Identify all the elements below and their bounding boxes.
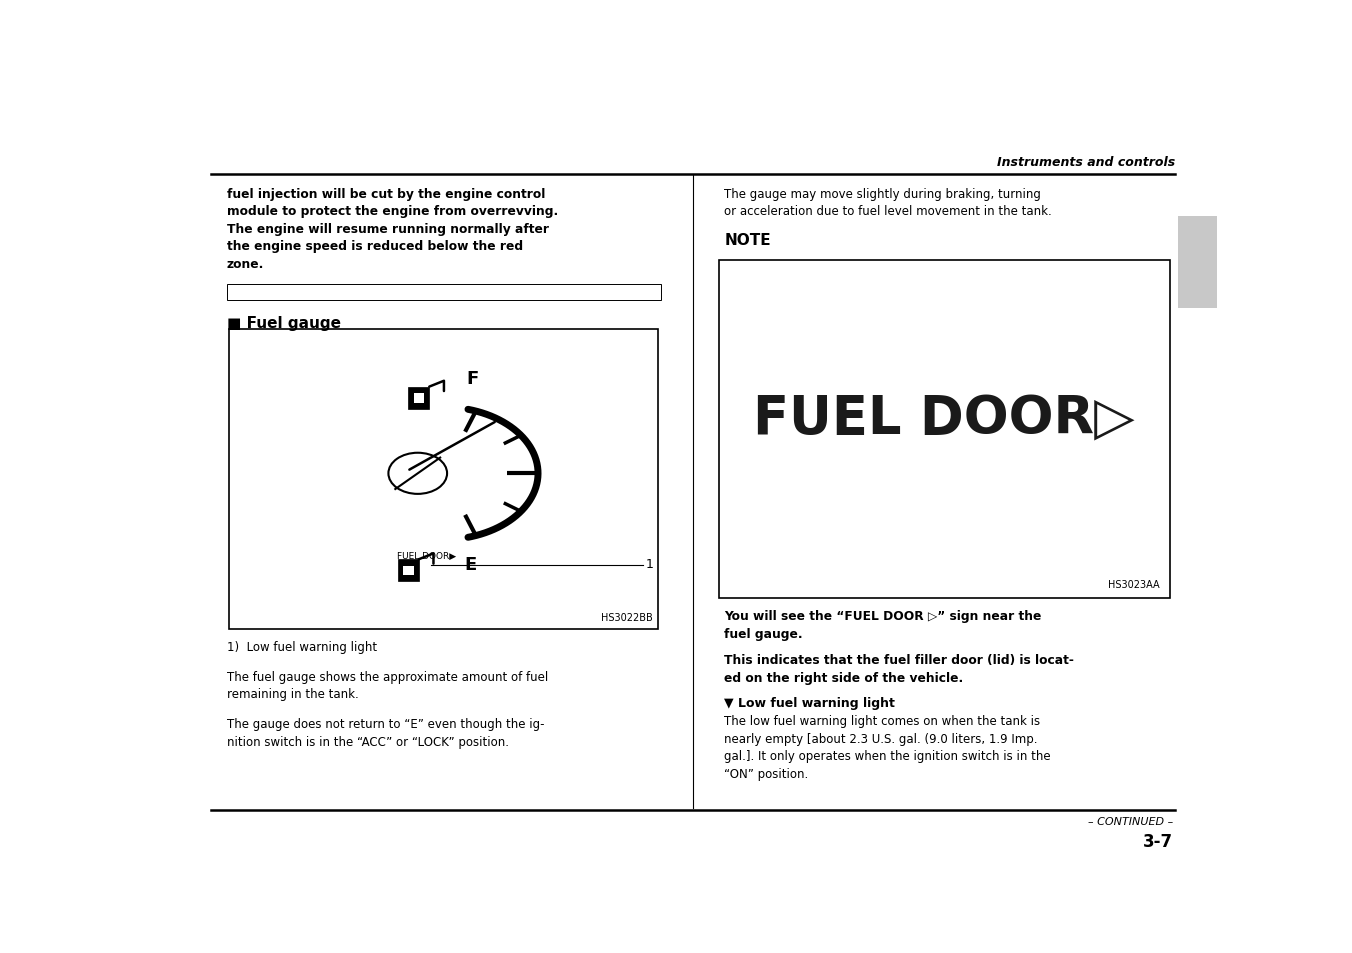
Text: F: F [466, 369, 479, 387]
Text: The low fuel warning light comes on when the tank is
nearly empty [about 2.3 U.S: The low fuel warning light comes on when… [725, 715, 1051, 781]
Text: The gauge may move slightly during braking, turning
or acceleration due to fuel : The gauge may move slightly during braki… [725, 188, 1052, 218]
Text: HS3022BB: HS3022BB [602, 612, 653, 622]
Bar [1178, 217, 1217, 309]
Text: FUEL DOOR▷: FUEL DOOR▷ [753, 393, 1136, 445]
Text: 3-7: 3-7 [1142, 832, 1172, 850]
Text: – CONTINUED –: – CONTINUED – [1087, 816, 1172, 826]
Text: The fuel gauge shows the approximate amount of fuel
remaining in the tank.: The fuel gauge shows the approximate amo… [227, 670, 548, 700]
Text: The gauge does not return to “E” even though the ig-
nition switch is in the “AC: The gauge does not return to “E” even th… [227, 718, 544, 748]
Text: 1)  Low fuel warning light: 1) Low fuel warning light [227, 640, 377, 654]
Text: FUEL DOOR▶: FUEL DOOR▶ [396, 551, 456, 559]
Text: You will see the “FUEL DOOR ▷” sign near the
fuel gauge.: You will see the “FUEL DOOR ▷” sign near… [725, 610, 1041, 640]
Text: 1: 1 [646, 558, 653, 571]
Text: HS3023AA: HS3023AA [1107, 579, 1159, 590]
Bar [719, 261, 1169, 598]
Text: E: E [464, 556, 476, 574]
Bar [228, 330, 658, 630]
Bar [408, 387, 430, 409]
Bar [227, 285, 661, 301]
Text: fuel injection will be cut by the engine control
module to protect the engine fr: fuel injection will be cut by the engine… [227, 188, 558, 271]
Text: ▼ Low fuel warning light: ▼ Low fuel warning light [725, 697, 895, 709]
Bar [414, 394, 425, 403]
Bar [403, 566, 414, 576]
Text: ■ Fuel gauge: ■ Fuel gauge [227, 315, 341, 331]
Text: NOTE: NOTE [725, 233, 771, 248]
Text: This indicates that the fuel filler door (lid) is locat-
ed on the right side of: This indicates that the fuel filler door… [725, 654, 1075, 684]
Bar [397, 559, 419, 581]
Text: Instruments and controls: Instruments and controls [996, 155, 1175, 169]
